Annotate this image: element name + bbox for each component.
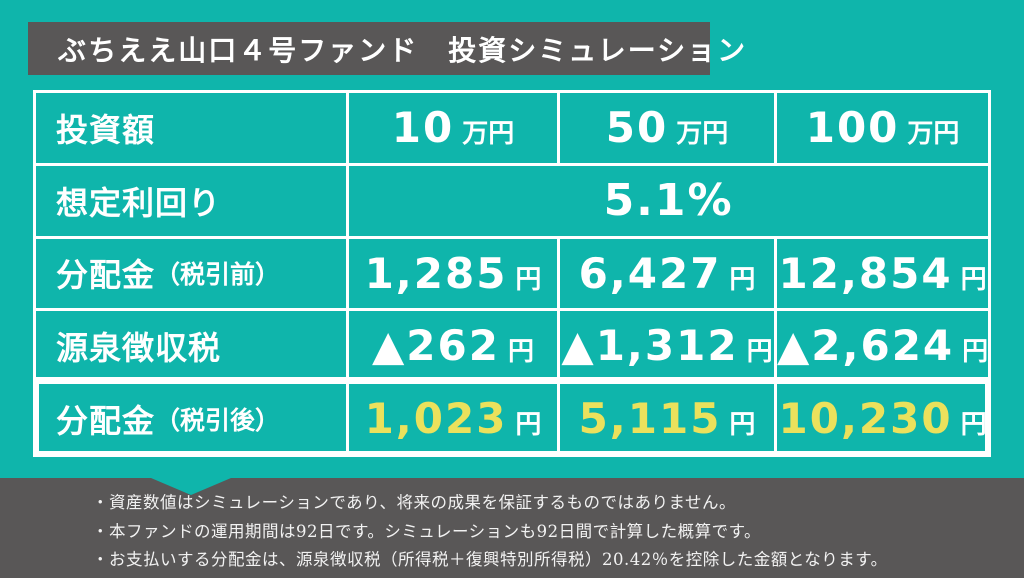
note-line-2: ・本ファンドの運用期間は92日です。シミュレーションも92日間で計算した概算です… — [92, 521, 762, 541]
cell-investment-10man: 10 万円 — [349, 93, 557, 163]
cell-value: 6,427 — [578, 248, 722, 298]
cell-value: 5.1% — [603, 174, 734, 226]
row-label-text: 分配金 — [56, 256, 156, 295]
cell-aftertax-10man: 1,023 円 — [349, 384, 557, 454]
cell-value: 50 — [605, 103, 669, 152]
cell-unit: 円 — [507, 337, 534, 368]
cell-unit: 円 — [515, 410, 542, 441]
cell-value: 1,285 — [364, 248, 508, 298]
cell-unit: 円 — [960, 410, 987, 441]
cell-aftertax-100man: 10,230 円 — [777, 384, 989, 454]
cell-tax-100man: ▲2,624 円 — [777, 311, 989, 382]
row-label-text: 源泉徴収税 — [56, 329, 222, 368]
cell-pretax-50man: 6,427 円 — [560, 238, 774, 309]
cell-value: ▲1,312 — [561, 321, 739, 371]
cell-unit: 円 — [729, 264, 756, 295]
cell-unit: 円 — [746, 337, 773, 368]
cell-value: 12,854 — [778, 248, 953, 298]
row-label-text: 分配金 — [56, 402, 156, 441]
speech-pointer-triangle — [151, 478, 231, 495]
cell-unit: 円 — [729, 410, 756, 441]
row-label-investment-amount: 投資額 — [36, 93, 346, 163]
row-label-subtext: （税引前） — [155, 260, 281, 290]
disclaimer-footer: ・資産数値はシミュレーションであり、将来の成果を保証するものではありません。 ・… — [0, 478, 1024, 578]
title-banner: ぶちええ山口４号ファンド 投資シミュレーション — [28, 22, 745, 75]
cell-value: 1,023 — [364, 394, 508, 444]
note-line-3: ・お支払いする分配金は、源泉徴収税（所得税＋復興特別所得税）20.42％を控除し… — [92, 550, 888, 569]
cell-value: 10 — [391, 103, 455, 152]
disclaimer-notes: ・資産数値はシミュレーションであり、将来の成果を保証するものではありません。 ・… — [0, 478, 1024, 575]
page-title: ぶちええ山口４号ファンド 投資シミュレーション — [58, 33, 748, 67]
cell-expected-yield: 5.1% — [349, 165, 989, 236]
row-label-distribution-aftertax: 分配金 （税引後） — [36, 384, 346, 454]
cell-investment-100man: 100 万円 — [777, 93, 989, 163]
cell-unit: 円 — [960, 264, 987, 295]
cell-value: 5,115 — [578, 394, 722, 444]
row-label-withholding-tax: 源泉徴収税 — [36, 311, 346, 382]
cell-unit: 円 — [515, 264, 542, 295]
cell-value: ▲262 — [372, 321, 500, 371]
cell-value: 10,230 — [778, 394, 953, 444]
cell-tax-10man: ▲262 円 — [349, 311, 557, 382]
cell-investment-50man: 50 万円 — [560, 93, 774, 163]
cell-unit: 万円 — [676, 119, 729, 149]
cell-aftertax-50man: 5,115 円 — [560, 384, 774, 454]
cell-unit: 円 — [962, 337, 989, 368]
cell-unit: 万円 — [907, 119, 960, 149]
cell-value: ▲2,624 — [777, 321, 955, 371]
row-label-distribution-pretax: 分配金 （税引前） — [36, 238, 346, 309]
row-label-expected-yield: 想定利回り — [36, 165, 346, 236]
row-label-text: 投資額 — [56, 110, 156, 149]
cell-pretax-100man: 12,854 円 — [777, 238, 989, 309]
row-label-text: 想定利回り — [56, 183, 222, 222]
row-label-subtext: （税引後） — [155, 406, 281, 436]
simulation-table: 投資額 10 万円 50 万円 100 万円 想定利回り 5.1% 分配金 （税… — [33, 90, 991, 457]
cell-pretax-10man: 1,285 円 — [349, 238, 557, 309]
cell-value: 100 — [805, 103, 900, 152]
cell-tax-50man: ▲1,312 円 — [560, 311, 774, 382]
note-line-1: ・資産数値はシミュレーションであり、将来の成果を保証するものではありません。 — [92, 493, 737, 512]
cell-unit: 万円 — [462, 119, 515, 149]
